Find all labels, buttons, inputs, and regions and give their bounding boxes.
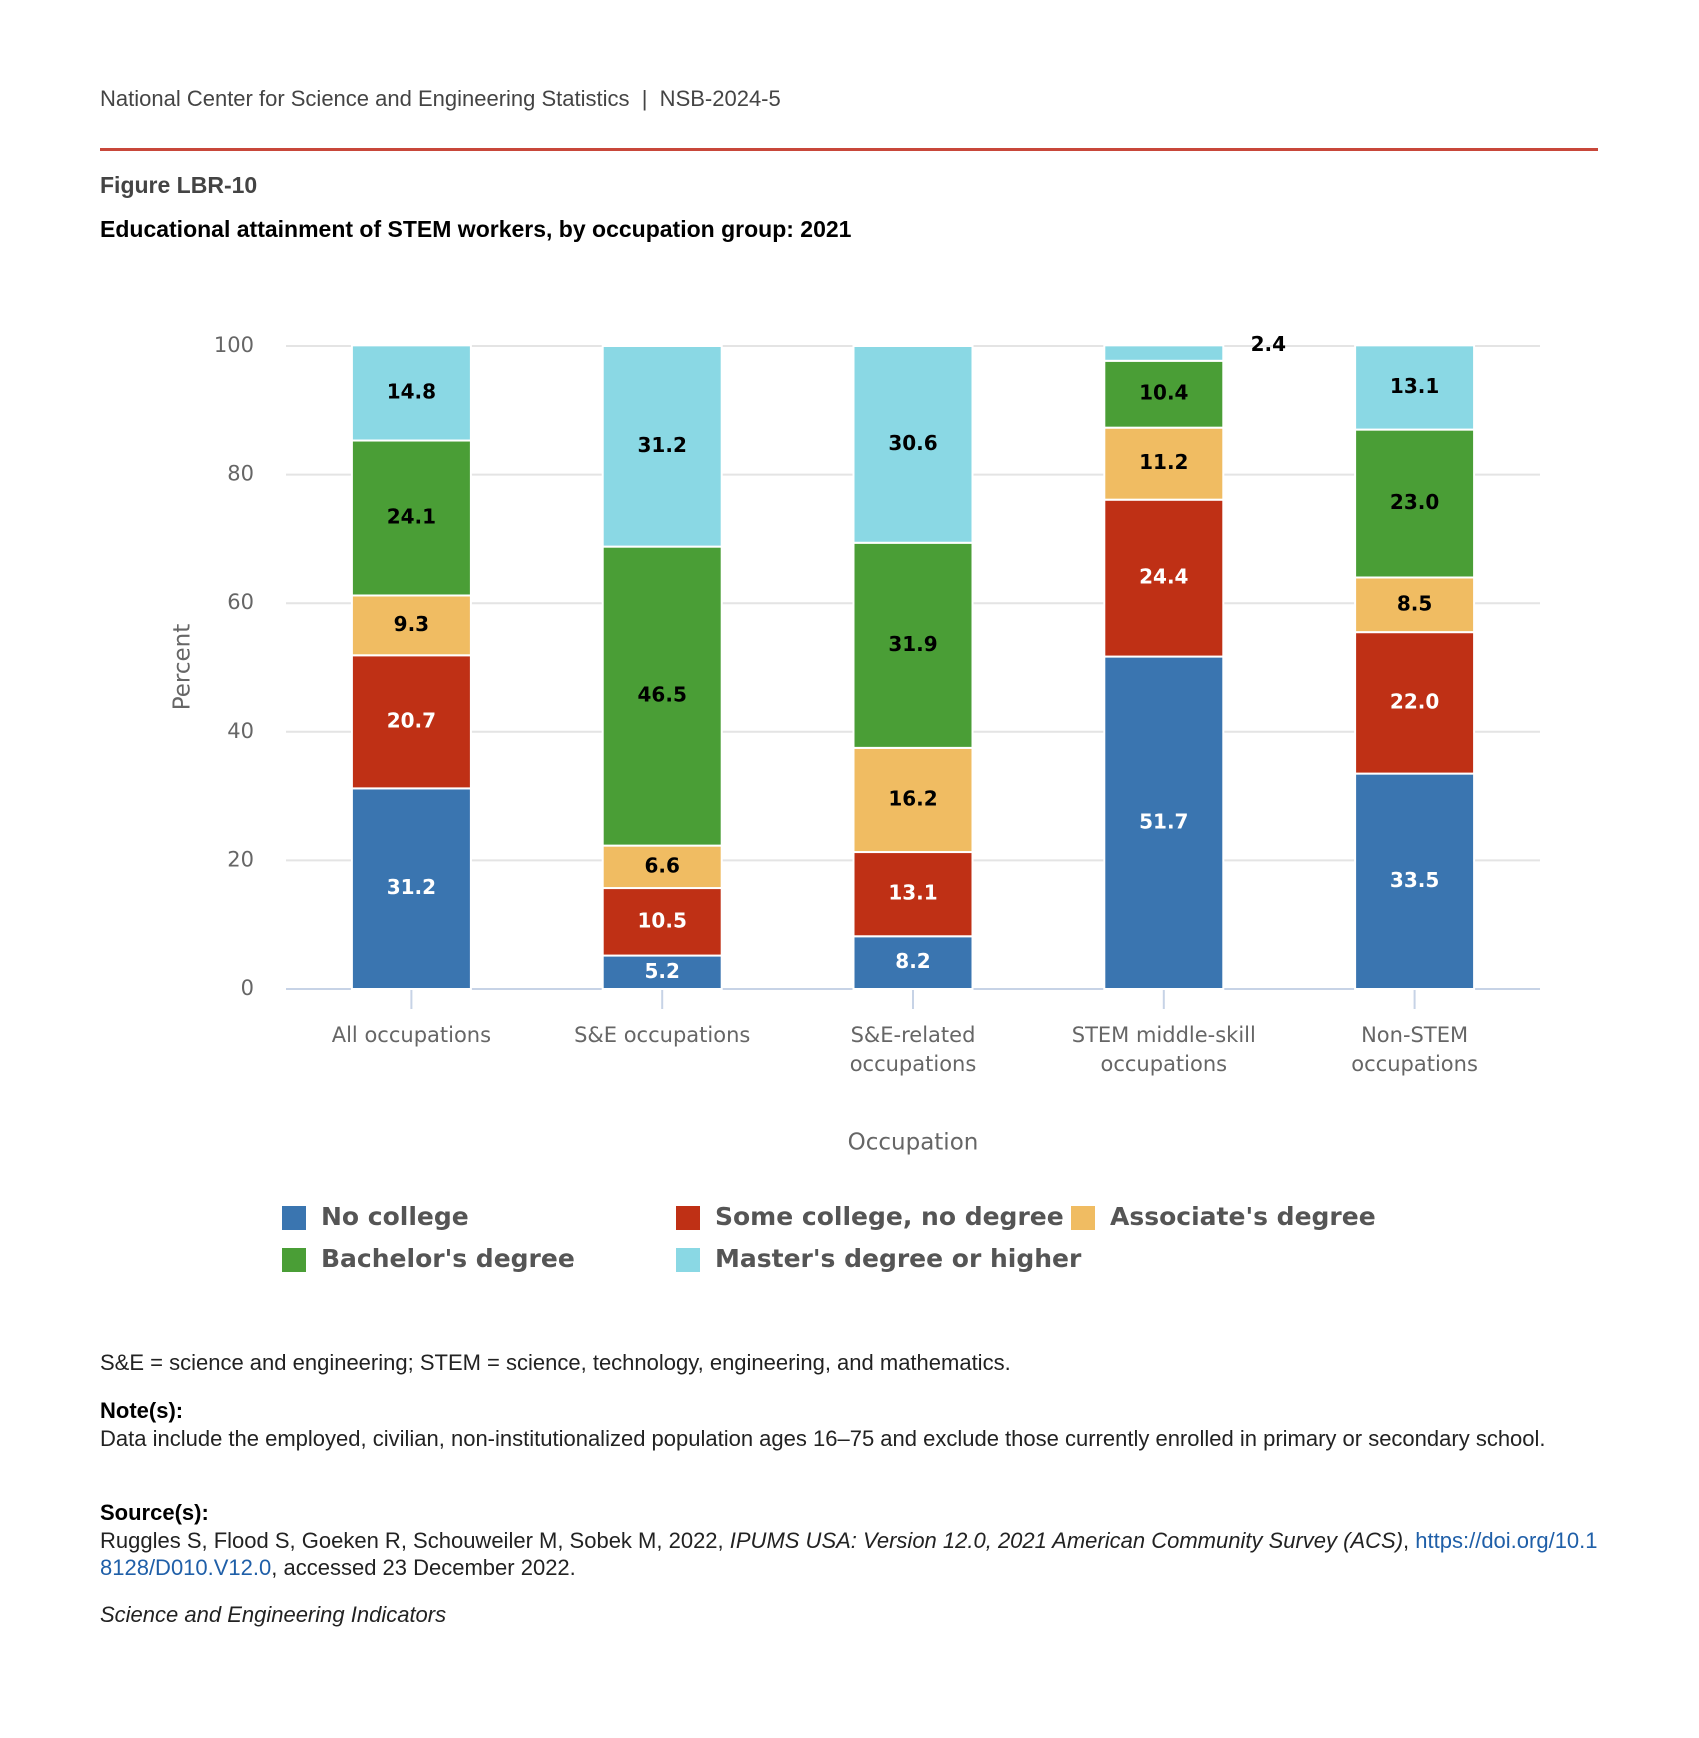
- x-tick-label: All occupations: [332, 1023, 491, 1047]
- y-tick-label: 80: [227, 462, 254, 486]
- legend-swatch: [1071, 1206, 1095, 1230]
- legend-label: Some college, no degree: [715, 1202, 1064, 1231]
- source: Ruggles S, Flood S, Goeken R, Schouweile…: [100, 1527, 1600, 1581]
- source-link[interactable]: https://doi.org/10.18128/D010.V12.0: [100, 1528, 1598, 1580]
- figure-label: Figure LBR-10: [100, 172, 258, 198]
- bar-segment: [601, 545, 723, 847]
- bar-segment: [601, 844, 723, 890]
- data-label: 16.2: [888, 786, 937, 810]
- bar-segment: [852, 851, 974, 938]
- legend-label: Associate's degree: [1110, 1202, 1376, 1231]
- x-tick-label: occupations: [1351, 1052, 1478, 1076]
- data-label: 33.5: [1390, 868, 1439, 892]
- data-label: 30.6: [888, 431, 937, 455]
- header: National Center for Science and Engineer…: [100, 86, 781, 111]
- legend-swatch: [676, 1206, 700, 1230]
- source-title: IPUMS USA: Version 12.0, 2021 American C…: [729, 1528, 1404, 1553]
- publication: Science and Engineering Indicators: [100, 1602, 447, 1627]
- chart: 0 20 40 60 80 100 Percent Occupation All occupat…: [170, 332, 1540, 1273]
- bar-segment: [1103, 498, 1225, 658]
- bar-segment: [350, 344, 472, 442]
- source-separator: ,: [1403, 1528, 1416, 1553]
- bar-segment: [1354, 772, 1476, 990]
- bar-segment: [350, 594, 472, 657]
- x-tick-label: S&E occupations: [574, 1023, 750, 1047]
- data-label: 13.1: [1390, 374, 1439, 398]
- source-authors: Ruggles S, Flood S, Goeken R, Schouweile…: [100, 1528, 730, 1553]
- data-label: 8.2: [895, 949, 930, 973]
- bar-segment: [601, 887, 723, 957]
- x-axis-label: Occupation: [848, 1130, 979, 1156]
- data-label: 31.9: [888, 632, 937, 656]
- y-tick-label: 0: [241, 976, 254, 1000]
- y-tick-label: 20: [227, 847, 254, 871]
- data-label: 46.5: [638, 683, 687, 707]
- data-label: 8.5: [1397, 591, 1432, 615]
- legend-label: Master's degree or higher: [715, 1244, 1082, 1273]
- x-tick-label: S&E-related: [851, 1023, 976, 1047]
- bar-segment: [1103, 344, 1225, 362]
- abbreviations: S&E = science and engineering; STEM = sc…: [100, 1350, 1011, 1375]
- legend-swatch: [282, 1248, 306, 1272]
- bar-segment: [1354, 631, 1476, 775]
- data-label: 9.3: [394, 612, 429, 636]
- data-label: 6.6: [644, 853, 679, 877]
- bar-segment: [1103, 426, 1225, 501]
- legend-label: Bachelor's degree: [321, 1244, 575, 1273]
- x-tick-label: Non-STEM: [1361, 1023, 1468, 1047]
- data-label: 24.4: [1139, 565, 1188, 589]
- chart-title: Educational attainment of STEM workers, …: [100, 216, 852, 242]
- data-label: 11.2: [1139, 450, 1188, 474]
- bar-segment: [852, 935, 974, 990]
- data-label: 20.7: [387, 708, 436, 732]
- bar-segment: [601, 345, 723, 548]
- data-label: 22.0: [1390, 689, 1439, 713]
- header-rule: [100, 148, 1598, 151]
- data-label: 31.2: [638, 433, 687, 457]
- data-label: 24.1: [387, 505, 436, 529]
- bar-segment: [1354, 344, 1476, 431]
- note-heading: Note(s):: [100, 1398, 184, 1423]
- legend-swatch: [676, 1248, 700, 1272]
- data-label: 13.1: [888, 881, 937, 905]
- x-tick-label: STEM middle-skill: [1072, 1023, 1256, 1047]
- x-tick-label: occupations: [1100, 1052, 1227, 1076]
- data-label: 14.8: [387, 379, 436, 403]
- source-accessed: , accessed 23 December 2022.: [271, 1555, 576, 1580]
- x-tick-label: occupations: [850, 1052, 977, 1076]
- data-label: 10.5: [638, 908, 687, 932]
- bar-segment: [852, 746, 974, 854]
- legend-swatch: [282, 1206, 306, 1230]
- legend-label: No college: [321, 1202, 469, 1231]
- bar-segment: [350, 787, 472, 990]
- bar-segment: [852, 541, 974, 749]
- y-tick-label: 40: [227, 719, 254, 743]
- data-label: 5.2: [644, 959, 679, 983]
- data-label: 2.4: [1251, 332, 1286, 356]
- bar-segment: [1354, 576, 1476, 634]
- y-axis-label: Percent: [170, 624, 196, 711]
- data-label: 23.0: [1390, 490, 1439, 514]
- bar-segment: [852, 345, 974, 544]
- data-label: 31.2: [387, 875, 436, 899]
- data-label: 51.7: [1139, 809, 1188, 833]
- data-label: 10.4: [1139, 381, 1188, 405]
- note: Data include the employed, civilian, non…: [100, 1426, 1546, 1451]
- y-tick-label: 60: [227, 590, 254, 614]
- bar-segment: [350, 439, 472, 597]
- y-tick-label: 100: [214, 333, 254, 357]
- source-heading: Source(s):: [100, 1500, 209, 1525]
